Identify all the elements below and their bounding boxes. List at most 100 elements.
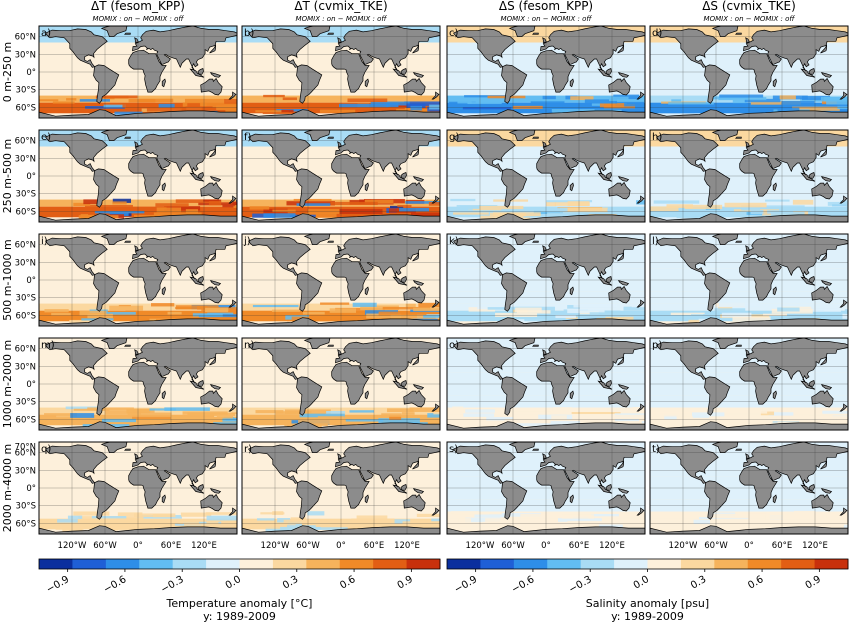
anomaly-streak <box>571 411 621 415</box>
latitude-tick-label: 30°N <box>15 50 36 60</box>
anomaly-streak <box>67 515 83 519</box>
panel-frame <box>649 129 849 223</box>
anomaly-streak <box>530 101 565 105</box>
panel-frame <box>241 233 441 327</box>
anomaly-streak <box>386 102 399 108</box>
anomaly-streak <box>282 97 298 101</box>
map-panel-field <box>650 234 848 326</box>
anomaly-streak <box>116 517 143 522</box>
panel-label: k) <box>449 236 459 247</box>
land-mask <box>242 442 440 534</box>
longitude-tick-label: 60°E <box>364 541 384 551</box>
anomaly-streak <box>423 315 440 318</box>
panel-label: s) <box>449 444 458 455</box>
anomaly-streak <box>624 513 645 518</box>
anomaly-streak <box>485 518 502 523</box>
colorbar-tick-label: 0.9 <box>804 574 823 591</box>
latitude-tick-label: 30°S <box>16 294 36 304</box>
map-panel-field <box>39 234 237 326</box>
panel-label: d) <box>652 28 662 39</box>
anomaly-streak <box>650 525 689 530</box>
anomaly-streak <box>353 95 369 100</box>
anomaly-streak <box>101 418 137 423</box>
panel-label: m) <box>41 340 55 351</box>
anomaly-streak <box>319 109 356 113</box>
land-mask <box>650 26 848 118</box>
anomaly-streak <box>482 521 515 527</box>
anomaly-streak <box>533 210 563 214</box>
anomaly-streak <box>291 316 339 320</box>
anomaly-streak <box>95 95 138 99</box>
anomaly-streak <box>741 205 761 211</box>
anomaly-streak <box>306 527 348 530</box>
anomaly-streak <box>760 411 775 416</box>
anomaly-streak <box>734 513 775 518</box>
colorbar-swatch <box>206 559 240 569</box>
latitude-tick-label: 30°S <box>16 398 36 408</box>
anomaly-streak <box>387 408 414 413</box>
land-mask <box>650 338 848 430</box>
latitude-tick-label: 30°S <box>16 190 36 200</box>
anomaly-streak <box>216 105 237 111</box>
anomaly-streak <box>842 313 848 319</box>
anomaly-streak <box>684 204 723 210</box>
map-panel: l) <box>649 233 849 327</box>
anomaly-streak <box>636 200 645 205</box>
map-panel: t) <box>649 441 849 535</box>
colorbar: −0.9 −0.6 −0.3 0.0 0.3 0.6 0.9 Temperature anom… <box>38 558 441 622</box>
anomaly-streak <box>453 511 490 515</box>
anomaly-streak <box>427 413 440 418</box>
latitude-tick-label: 30°S <box>16 502 36 512</box>
column-title: ΔS (fesom_KPP) <box>499 0 593 13</box>
anomaly-streak <box>167 311 182 316</box>
anomaly-streak <box>73 202 91 206</box>
anomaly-streak <box>616 407 639 413</box>
anomaly-streak <box>52 101 75 104</box>
anomaly-streak <box>271 309 301 312</box>
anomaly-streak <box>844 309 848 314</box>
panel-frame <box>38 337 238 431</box>
map-panel-field <box>447 338 645 430</box>
colorbar-swatch <box>306 559 341 569</box>
anomaly-streak <box>109 305 144 311</box>
anomaly-streak <box>750 210 764 215</box>
colorbar-sublabel: y: 1989-2009 <box>611 610 684 622</box>
anomaly-streak <box>792 199 814 205</box>
longitude-tick-label: 0° <box>336 541 346 551</box>
anomaly-streak <box>652 412 692 417</box>
land-mask <box>447 130 645 222</box>
anomaly-streak <box>776 415 812 421</box>
map-panel-field <box>242 234 440 326</box>
anomaly-streak <box>382 306 431 310</box>
map-panel: q) 70°N60°N 30°N 0° 30°S 60°S <box>15 441 238 535</box>
anomaly-streak <box>765 199 790 202</box>
longitude-tick-label: 60°W <box>296 541 320 551</box>
panel-label: b) <box>244 28 254 39</box>
map-panel: a) 60°N 30°N 0° 30°S 60°S <box>15 25 238 119</box>
anomaly-streak <box>381 413 402 417</box>
anomaly-streak <box>463 413 495 417</box>
panel-frame <box>38 233 238 327</box>
longitude-tick-label: 60°E <box>569 541 589 551</box>
anomaly-streak <box>558 518 602 522</box>
anomaly-streak <box>345 419 384 422</box>
anomaly-streak <box>88 212 110 215</box>
colorbar-tick-label: 0.0 <box>224 574 243 591</box>
anomaly-streak <box>711 423 754 428</box>
column-subtitle: MOMIX : on − MOMIX : off <box>704 15 796 23</box>
anomaly-streak <box>667 521 705 525</box>
anomaly-streak <box>520 513 549 519</box>
longitude-tick-label: 0° <box>133 541 143 551</box>
anomaly-streak <box>390 314 436 320</box>
anomaly-streak <box>517 99 565 103</box>
map-panel-field <box>242 338 440 430</box>
latitude-tick-label: 60°N <box>15 241 36 251</box>
anomaly-streak <box>822 410 848 414</box>
anomaly-streak <box>139 98 174 103</box>
anomaly-streak <box>416 513 440 517</box>
anomaly-streak <box>79 99 110 102</box>
anomaly-streak <box>152 514 172 518</box>
anomaly-streak <box>515 307 542 313</box>
anomaly-streak <box>87 407 134 411</box>
anomaly-streak <box>539 524 582 528</box>
